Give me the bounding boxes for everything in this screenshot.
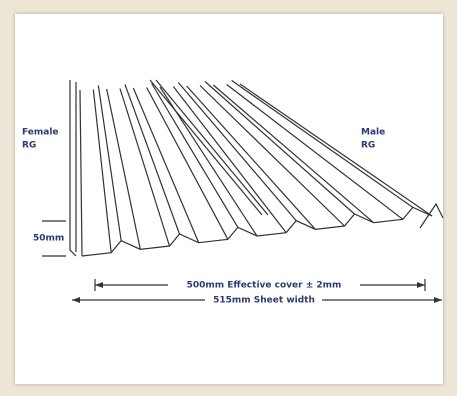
rib-line [227,85,403,220]
diagram: Female RG Male RG 50mm 500mm Effective c… [0,0,457,396]
male-label: RG [361,141,375,151]
arrow-head [72,297,80,303]
rib-line [240,84,432,216]
arrow-head [95,282,103,288]
arrow-head [434,297,442,303]
rib-line [173,87,286,233]
height-label: 50mm [33,234,64,244]
rib-line [120,89,170,247]
rib-line [125,85,180,235]
rib-line [178,83,296,221]
screen: Female RG Male RG 50mm 500mm Effective c… [0,0,457,396]
rib-line [232,81,413,208]
female-label: Female [22,128,59,138]
rib-line [80,90,82,256]
effective-cover-label: 500mm Effective cover ± 2mm [187,281,342,291]
rib-line [213,85,373,223]
sheet-edge [70,80,76,256]
sheet-width-label: 515mm Sheet width [213,296,315,306]
male-label: Male [361,128,385,138]
arrow-head [417,282,425,288]
rib-joint [150,80,262,215]
rib-line [152,84,238,228]
female-label: RG [22,141,36,151]
front-profile [82,207,432,256]
rib-joint [156,80,268,215]
sheet-drawing [70,80,443,256]
